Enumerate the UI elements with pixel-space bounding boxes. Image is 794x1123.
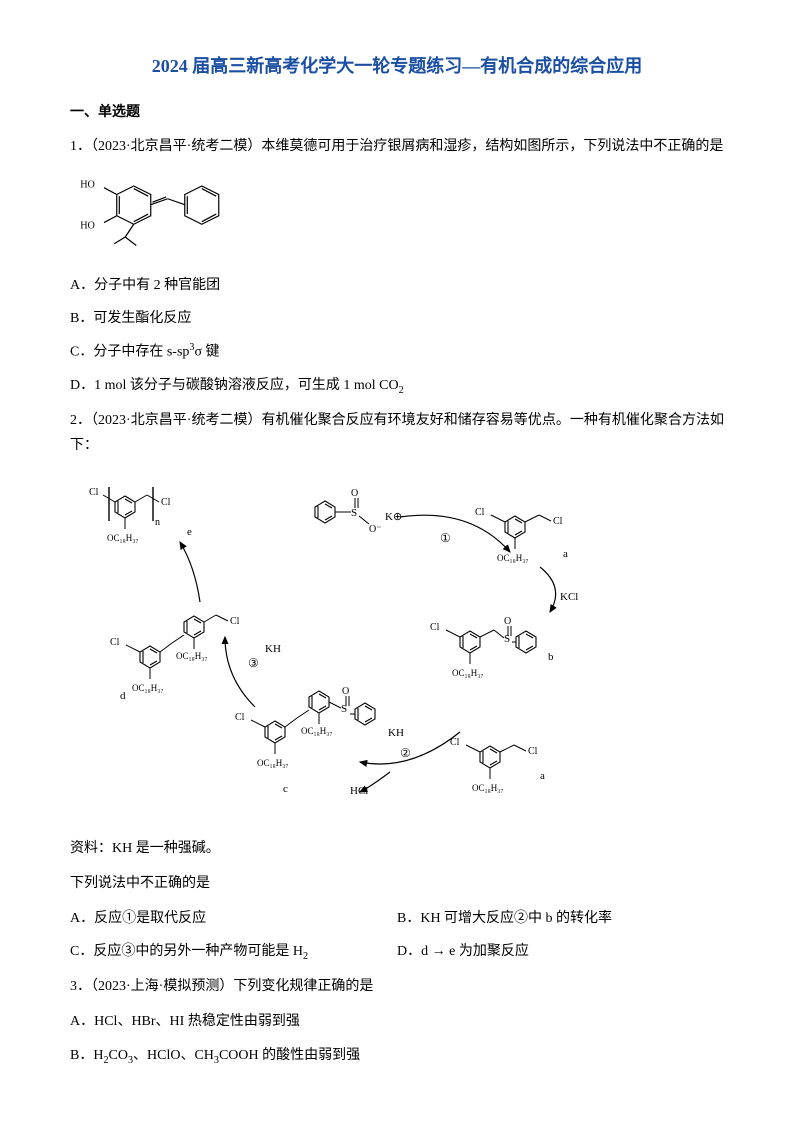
svg-text:K⊕: K⊕ [385,511,402,523]
q2-ref: 资料：KH 是一种强碱。 [70,836,724,861]
q1d-pre: D．1 mol 该分子与碳酸钠溶液反应，可生成 1 mol CO [70,378,399,393]
q1-option-a: A．分子中有 2 种官能团 [70,273,724,298]
svg-text:Cl: Cl [430,622,440,633]
q2c-pre: C．反应③中的另外一种产物可能是 H [70,944,303,959]
q2-option-c: C．反应③中的另外一种产物可能是 H2 [70,939,397,966]
svg-text:OC₁₈H₃₇: OC₁₈H₃₇ [452,668,484,678]
svg-text:O: O [504,616,511,627]
svg-text:e: e [187,526,192,538]
q1c-post: σ 键 [194,345,219,360]
svg-text:KCl: KCl [560,591,578,603]
svg-text:a: a [563,548,568,560]
section-header: 一、单选题 [70,100,724,125]
q3-option-a: A．HCl、HBr、HI 热稳定性由弱到强 [70,1009,724,1034]
svg-text:S: S [504,633,510,645]
q3-option-b: B．H2CO3、HClO、CH3COOH 的酸性由弱到强 [70,1043,724,1070]
q2-options-row1: A．反应①是取代反应 B．KH 可增大反应②中 b 的转化率 [70,906,724,939]
svg-text:S: S [351,507,357,519]
q2-option-b: B．KH 可增大反应②中 b 的转化率 [397,906,724,931]
molecule-svg: HO HO [70,169,240,254]
q1-option-d: D．1 mol 该分子与碳酸钠溶液反应，可生成 1 mol CO2 [70,373,724,400]
q1c-pre: C．分子中存在 s-sp [70,345,189,360]
svg-text:KH: KH [388,727,404,739]
svg-text:a: a [540,770,545,782]
q3b-4: COOH 的酸性由弱到强 [219,1048,360,1063]
q1d-sub: 2 [399,385,404,396]
svg-text:OC₁₈H₃₇: OC₁₈H₃₇ [107,533,139,543]
q2-option-a: A．反应①是取代反应 [70,906,397,931]
q1-stem: 1．（2023·北京昌平·统考二模）本维莫德可用于治疗银屑病和湿疹，结构如图所示… [70,134,724,159]
svg-text:Cl: Cl [475,507,485,518]
q2-option-d: D．d → e 为加聚反应 [397,939,724,966]
svg-text:Cl: Cl [89,487,99,498]
q3b-3: 、HClO、CH [133,1048,214,1063]
svg-text:O: O [342,686,349,697]
svg-text:Cl: Cl [230,616,240,627]
svg-text:Cl: Cl [161,497,171,508]
svg-text:②: ② [400,746,411,760]
svg-text:n: n [155,517,160,528]
svg-text:HO: HO [80,220,95,231]
svg-text:OC₁₈H₃₇: OC₁₈H₃₇ [472,783,504,793]
svg-text:③: ③ [248,656,259,670]
svg-text:Cl: Cl [235,712,245,723]
q1-option-c: C．分子中存在 s-sp3σ 键 [70,339,724,365]
q1-molecule-figure: HO HO [70,169,724,263]
svg-text:Cl: Cl [553,516,563,527]
svg-text:c: c [283,783,288,795]
q3b-1: B．H [70,1048,103,1063]
svg-text:O: O [351,488,358,499]
svg-text:OC₁₈H₃₇: OC₁₈H₃₇ [257,758,289,768]
svg-text:HO: HO [80,179,95,190]
svg-text:Cl: Cl [528,746,538,757]
svg-text:①: ① [440,531,451,545]
q1-option-b: B．可发生酯化反应 [70,306,724,331]
q2-cycle-figure: Cl Cl OC₁₈H₃₇ n e S O O⁻ K⊕ Cl Cl OC₁₈H₃… [70,468,724,825]
svg-text:OC₁₈H₃₇: OC₁₈H₃₇ [497,553,529,563]
q2-options-row2: C．反应③中的另外一种产物可能是 H2 D．d → e 为加聚反应 [70,939,724,974]
q3-stem: 3．（2023·上海·模拟预测）下列变化规律正确的是 [70,974,724,999]
svg-text:HCl: HCl [350,785,368,797]
q2-lead: 下列说法中不正确的是 [70,871,724,896]
q2c-sub: 2 [303,951,308,962]
reaction-cycle-svg: Cl Cl OC₁₈H₃₇ n e S O O⁻ K⊕ Cl Cl OC₁₈H₃… [70,472,610,812]
svg-text:OC₁₈H₃₇: OC₁₈H₃₇ [132,683,164,693]
svg-text:KH: KH [265,643,281,655]
svg-text:O⁻: O⁻ [369,524,382,535]
q2-stem: 2．（2023·北京昌平·统考二模）有机催化聚合反应有环境友好和储存容易等优点。… [70,408,724,458]
svg-text:Cl: Cl [110,637,120,648]
svg-text:OC₁₈H₃₇: OC₁₈H₃₇ [301,726,333,736]
svg-text:b: b [548,651,554,663]
page-title: 2024 届高三新高考化学大一轮专题练习—有机合成的综合应用 [70,50,724,82]
svg-text:OC₁₈H₃₇: OC₁₈H₃₇ [176,651,208,661]
svg-text:d: d [120,690,126,702]
q3b-2: CO [109,1048,128,1063]
